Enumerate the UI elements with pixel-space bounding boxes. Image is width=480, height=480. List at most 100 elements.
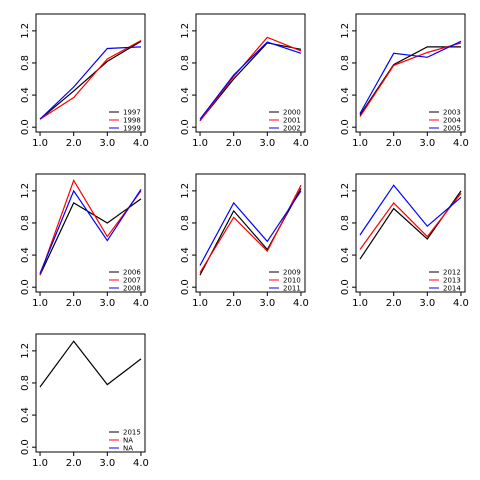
plot-box — [35, 173, 146, 293]
legend-label: 2013 — [443, 277, 461, 285]
x-tick-label: 4.0 — [293, 298, 309, 309]
y-tick-label: 0.0 — [20, 279, 31, 295]
legend-label: 2012 — [443, 269, 461, 277]
y-tick-label: 1.2 — [340, 23, 351, 39]
series-line — [359, 192, 462, 250]
plot-box — [355, 13, 466, 133]
x-tick-label: 2.0 — [226, 298, 242, 309]
y-tick-label: 1.2 — [20, 23, 31, 39]
series-line — [199, 36, 302, 122]
y-tick-label: 0.8 — [180, 55, 191, 71]
y-tick-label: 0.0 — [180, 119, 191, 135]
legend-label: 2015 — [123, 429, 141, 437]
y-tick-label: 0.8 — [180, 215, 191, 231]
y-tick-label: 0.4 — [340, 87, 351, 103]
x-tick-label: 2.0 — [66, 138, 82, 149]
legend-label: 2004 — [443, 117, 461, 125]
x-tick-label: 4.0 — [453, 298, 469, 309]
x-tick-label: 4.0 — [133, 458, 149, 469]
series-line — [199, 42, 302, 122]
y-tick-label: 0.0 — [180, 279, 191, 295]
y-tick-label: 1.2 — [340, 183, 351, 199]
x-tick-label: 2.0 — [226, 138, 242, 149]
legend-label: 2011 — [283, 285, 301, 293]
x-tick-label: 2.0 — [386, 138, 402, 149]
y-tick-label: 0.4 — [340, 247, 351, 263]
x-tick-label: 3.0 — [259, 138, 275, 149]
y-tick-label: 0.8 — [340, 55, 351, 71]
legend-label: 1999 — [123, 125, 141, 133]
y-tick-label: 1.2 — [20, 343, 31, 359]
legend-label: NA — [123, 437, 133, 445]
series-line — [199, 188, 302, 276]
legend-label: 1997 — [123, 109, 141, 117]
x-tick-label: 2.0 — [66, 458, 82, 469]
series-line — [199, 190, 302, 266]
series-line — [199, 41, 302, 120]
series-line — [359, 42, 462, 118]
x-tick-label: 1.0 — [192, 298, 208, 309]
y-tick-label: 0.8 — [20, 55, 31, 71]
x-tick-label: 2.0 — [66, 298, 82, 309]
y-tick-label: 0.8 — [20, 375, 31, 391]
x-tick-label: 1.0 — [32, 458, 48, 469]
x-tick-label: 2.0 — [386, 298, 402, 309]
series-line — [39, 40, 142, 120]
y-tick-label: 0.4 — [180, 87, 191, 103]
y-tick-label: 0.4 — [20, 87, 31, 103]
series-line — [359, 40, 462, 114]
y-tick-label: 1.2 — [20, 183, 31, 199]
x-tick-label: 3.0 — [99, 138, 115, 149]
series-line — [199, 184, 302, 274]
legend-label: 2003 — [443, 109, 461, 117]
legend-label: 2002 — [283, 125, 301, 133]
series-line — [359, 184, 462, 236]
legend-label: 2001 — [283, 117, 301, 125]
x-tick-label: 3.0 — [419, 138, 435, 149]
x-tick-label: 1.0 — [352, 138, 368, 149]
x-tick-label: 1.0 — [32, 138, 48, 149]
series-line — [39, 39, 142, 120]
series-line — [39, 46, 142, 120]
y-tick-label: 0.0 — [340, 279, 351, 295]
y-tick-label: 0.4 — [20, 407, 31, 423]
y-tick-label: 0.0 — [20, 439, 31, 455]
series-line — [359, 46, 461, 116]
x-tick-label: 1.0 — [352, 298, 368, 309]
y-tick-label: 0.4 — [20, 247, 31, 263]
series-line — [39, 188, 142, 274]
legend-label: NA — [123, 445, 133, 453]
series-line — [359, 190, 462, 260]
x-tick-label: 4.0 — [133, 138, 149, 149]
plot-box — [35, 333, 146, 453]
x-tick-label: 3.0 — [419, 298, 435, 309]
legend-label: 2005 — [443, 125, 461, 133]
legend-label: 1998 — [123, 117, 141, 125]
legend-label: 2007 — [123, 277, 141, 285]
x-tick-label: 3.0 — [99, 298, 115, 309]
x-tick-label: 3.0 — [99, 458, 115, 469]
plot-box — [355, 173, 466, 293]
y-tick-label: 0.0 — [20, 119, 31, 135]
x-tick-label: 4.0 — [133, 298, 149, 309]
legend-label: 2014 — [443, 285, 461, 293]
x-tick-label: 4.0 — [453, 138, 469, 149]
legend-label: 2008 — [123, 285, 141, 293]
legend-label: 2010 — [283, 277, 301, 285]
legend-label: 2000 — [283, 109, 301, 117]
series-line — [39, 198, 142, 276]
plot-box — [35, 13, 146, 133]
y-tick-label: 1.2 — [180, 183, 191, 199]
series-line — [39, 340, 142, 388]
legend-label: 2009 — [283, 269, 301, 277]
y-tick-label: 1.2 — [180, 23, 191, 39]
y-tick-label: 0.8 — [20, 215, 31, 231]
legend-label: 2006 — [123, 269, 141, 277]
plot-box — [195, 173, 306, 293]
x-tick-label: 1.0 — [192, 138, 208, 149]
series-line — [39, 178, 142, 276]
x-tick-label: 1.0 — [32, 298, 48, 309]
x-tick-label: 4.0 — [293, 138, 309, 149]
x-tick-label: 3.0 — [259, 298, 275, 309]
